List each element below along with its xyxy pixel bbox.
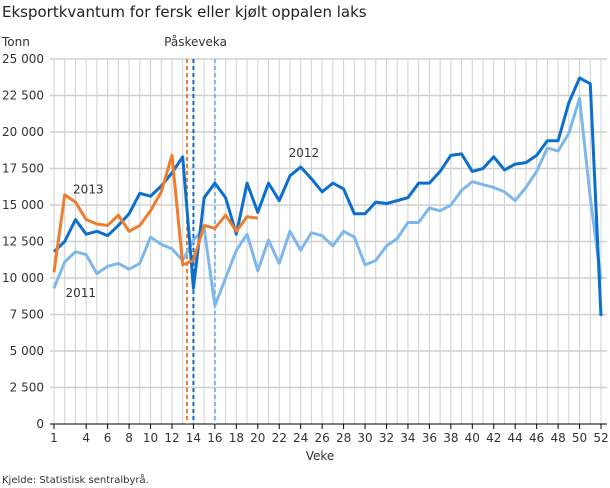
x-tick-label: 8 <box>125 431 133 445</box>
y-tick-label: 0 <box>36 417 44 431</box>
x-tick-label: 46 <box>529 431 544 445</box>
easter-annotation: Påskeveka <box>164 35 227 49</box>
x-tick-label: 14 <box>186 431 201 445</box>
y-tick-label: 10 000 <box>2 271 44 285</box>
x-tick-label: 10 <box>143 431 158 445</box>
x-tick-label: 34 <box>400 431 415 445</box>
x-tick-label: 20 <box>250 431 265 445</box>
source-note: Kjelde: Statistisk sentralbyrå. <box>2 473 149 486</box>
x-tick-label: 40 <box>465 431 480 445</box>
x-tick-label: 18 <box>229 431 244 445</box>
y-tick-label: 2 500 <box>10 381 44 395</box>
y-tick-label: 12 500 <box>2 235 44 249</box>
x-tick-label: 42 <box>486 431 501 445</box>
series-line-2013 <box>52 153 258 273</box>
x-tick-label: 4 <box>82 431 90 445</box>
y-tick-label: 20 000 <box>2 125 44 139</box>
y-tick-label: 5 000 <box>10 344 44 358</box>
x-tick-label: 38 <box>443 431 458 445</box>
series-label-2011: 2011 <box>66 286 97 300</box>
x-tick-label: 36 <box>422 431 437 445</box>
series-line-2012 <box>52 76 603 317</box>
series-label-2013: 2013 <box>73 182 104 196</box>
y-tick-label: 7 500 <box>10 308 44 322</box>
x-tick-label: 12 <box>164 431 179 445</box>
x-tick-label: 52 <box>593 431 608 445</box>
x-tick-label: 28 <box>336 431 351 445</box>
y-axis-label: Tonn <box>1 35 30 49</box>
series-label-2012: 2012 <box>289 146 320 160</box>
y-tick-label: 22 500 <box>2 89 44 103</box>
y-tick-label: 25 000 <box>2 52 44 66</box>
x-tick-label: 26 <box>314 431 329 445</box>
x-tick-label: 48 <box>550 431 565 445</box>
x-axis-label: Veke <box>306 449 335 463</box>
chart-title: Eksportkvantum for fersk eller kjølt opp… <box>2 3 367 21</box>
x-tick-label: 1 <box>50 431 58 445</box>
x-tick-label: 16 <box>207 431 222 445</box>
x-tick-label: 22 <box>272 431 287 445</box>
x-tick-label: 32 <box>379 431 394 445</box>
x-tick-label: 30 <box>357 431 372 445</box>
x-tick-label: 6 <box>104 431 112 445</box>
x-tick-label: 44 <box>508 431 523 445</box>
x-tick-label: 24 <box>293 431 308 445</box>
y-tick-label: 15 000 <box>2 198 44 212</box>
y-tick-label: 17 500 <box>2 162 44 176</box>
x-tick-label: 50 <box>572 431 587 445</box>
series-line-2011 <box>52 96 603 308</box>
